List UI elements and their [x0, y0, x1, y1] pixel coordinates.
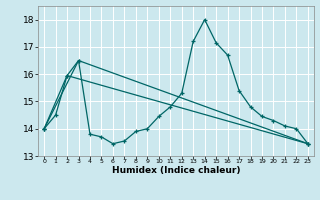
X-axis label: Humidex (Indice chaleur): Humidex (Indice chaleur): [112, 166, 240, 175]
